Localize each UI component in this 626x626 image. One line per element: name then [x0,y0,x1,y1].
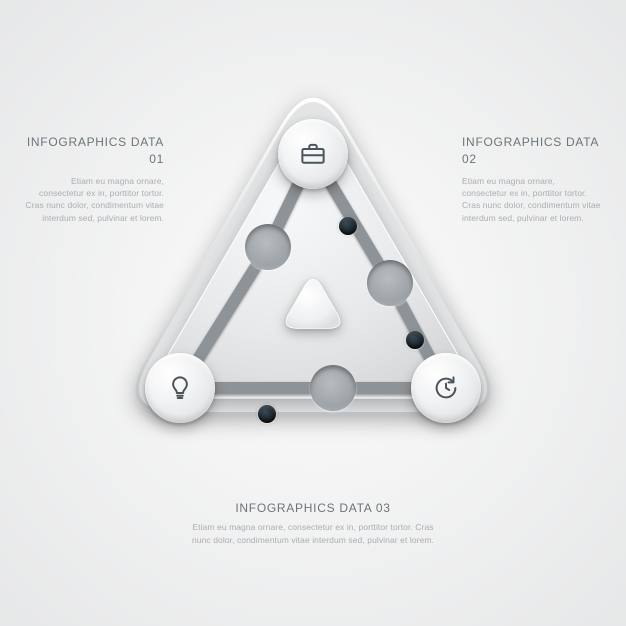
section-02-heading: INFOGRAPHICS DATA 02 [462,134,602,169]
node-top-button[interactable] [278,119,348,189]
section-03: INFOGRAPHICS DATA 03 Etiam eu magna orna… [183,500,443,546]
section-02: INFOGRAPHICS DATA 02 Etiam eu magna orna… [462,134,602,224]
section-03-body: Etiam eu magna ornare, consectetur ex in… [183,521,443,546]
section-03-heading: INFOGRAPHICS DATA 03 [183,500,443,517]
mid-disc-1 [245,224,291,270]
center-bump [271,266,355,355]
mid-disc-3 [310,365,356,411]
small-dot-3 [258,405,276,423]
section-02-body: Etiam eu magna ornare, consectetur ex in… [462,175,602,224]
small-dot-2 [406,331,424,349]
infographic-stage: INFOGRAPHICS DATA 01 Etiam eu magna orna… [0,0,626,626]
lightbulb-icon [165,373,195,403]
node-left-button[interactable] [145,353,215,423]
clock-refresh-icon [431,373,461,403]
section-01-heading: INFOGRAPHICS DATA 01 [24,134,164,169]
small-dot-1 [339,217,357,235]
mid-disc-2 [367,260,413,306]
section-01: INFOGRAPHICS DATA 01 Etiam eu magna orna… [24,134,164,224]
section-01-body: Etiam eu magna ornare, consectetur ex in… [24,175,164,224]
node-right-button[interactable] [411,353,481,423]
briefcase-icon [298,139,328,169]
